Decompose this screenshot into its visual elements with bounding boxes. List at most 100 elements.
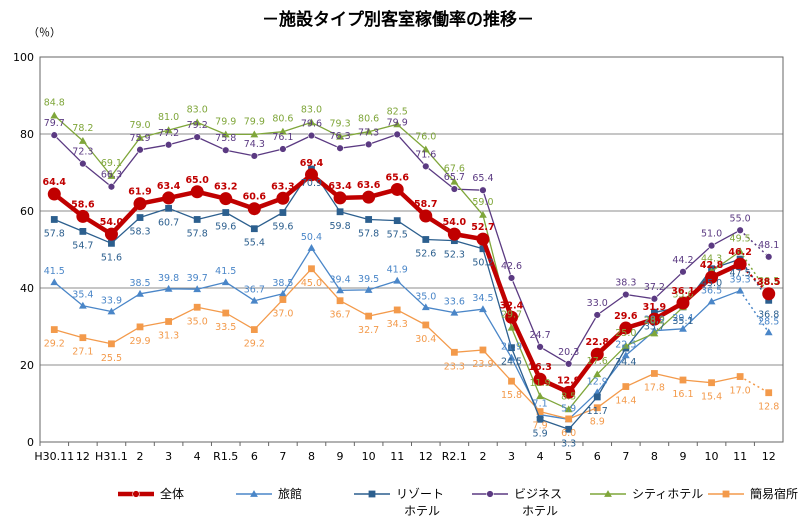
data-point-ryokan (78, 301, 87, 309)
data-point-ryokan (364, 286, 373, 293)
data-point-total (733, 257, 747, 271)
data-point-city (336, 132, 344, 140)
data-point-kanni (736, 373, 744, 380)
data-label-total: 63.6 (357, 180, 381, 191)
data-point-total (219, 192, 233, 206)
data-label-business: 44.2 (672, 255, 693, 266)
data-point-city (107, 172, 116, 179)
x-tick-label: H31.1 (95, 450, 128, 463)
data-point-business (50, 131, 58, 139)
data-point-city (593, 370, 602, 378)
y-tick-label: 100 (13, 51, 34, 64)
data-point-city (564, 405, 573, 413)
data-label-ryokan: 50.4 (301, 232, 322, 243)
data-label-ryokan: 7.1 (533, 399, 548, 410)
data-label-ryokan: 35.0 (415, 291, 436, 302)
legend-label-business: ビジネス (514, 487, 562, 501)
data-point-ryokan (479, 305, 487, 313)
data-point-total (647, 312, 661, 326)
data-point-total (562, 385, 576, 399)
legend-marker-ryokan (250, 490, 258, 497)
data-label-resort: 57.8 (358, 228, 379, 239)
data-point-business (107, 183, 116, 191)
data-label-total: 63.4 (328, 181, 352, 192)
data-point-kanni (250, 326, 258, 333)
x-tick-label: 12 (76, 450, 90, 463)
data-label-kanni: 35.0 (187, 316, 208, 327)
data-label-resort: 45.0 (701, 278, 722, 289)
data-point-city (78, 137, 87, 144)
data-label-ryokan: 35.4 (72, 290, 93, 301)
x-tick-label: 3 (165, 450, 172, 463)
data-point-business (507, 274, 516, 282)
legend-label-line2-resort: ホテル (404, 504, 440, 518)
x-tick-label: 9 (337, 450, 344, 463)
data-point-city (536, 392, 545, 400)
data-label-resort: 24.4 (615, 357, 636, 368)
data-label-business: 65.4 (472, 173, 493, 184)
data-label-total: 29.6 (614, 311, 638, 322)
data-label-resort: 57.5 (387, 230, 408, 241)
data-point-resort (393, 217, 401, 225)
data-point-ryokan (336, 286, 344, 294)
data-point-city (393, 120, 402, 128)
y-tick-label: 20 (20, 359, 34, 372)
data-point-ryokan (107, 307, 116, 315)
data-point-kanni (193, 303, 201, 311)
data-point-resort (193, 216, 201, 223)
data-label-city: 59.0 (472, 197, 493, 208)
data-label-kanni: 34.3 (387, 319, 408, 330)
data-point-city (650, 329, 659, 337)
data-label-resort: 52.3 (444, 250, 465, 261)
data-label-total: 58.6 (71, 199, 95, 210)
data-label-kanni: 23.9 (472, 359, 493, 370)
data-point-kanni (593, 404, 601, 412)
data-point-business (393, 130, 401, 139)
data-point-business (279, 145, 287, 153)
data-point-business (622, 290, 630, 299)
x-tick-label: 5 (565, 450, 572, 463)
data-label-ryokan: 39.4 (329, 274, 350, 285)
data-point-total (304, 168, 318, 182)
legend-marker-kanni (722, 490, 730, 498)
data-label-business: 76.1 (272, 132, 293, 143)
data-point-city (50, 111, 59, 119)
data-label-kanni: 33.5 (215, 322, 236, 333)
data-label-city: 83.0 (187, 104, 208, 115)
data-point-business (364, 140, 373, 149)
data-label-total: 38.5 (757, 277, 780, 288)
x-tick-label: 3 (508, 450, 515, 463)
data-label-business: 74.3 (244, 139, 265, 150)
y-axis-unit-label: （％） (28, 26, 61, 39)
series-projection-total (739, 263, 770, 295)
data-label-resort: 59.8 (329, 221, 350, 232)
data-label-city: 49.5 (730, 233, 751, 244)
legend-label-ryokan: 旅館 (278, 486, 302, 501)
data-label-resort: 59.6 (272, 222, 293, 233)
data-point-total (676, 296, 690, 310)
data-label-total: 69.4 (300, 158, 324, 169)
data-point-ryokan (736, 286, 745, 294)
data-point-ryokan (136, 289, 144, 297)
data-label-city: 80.6 (272, 114, 293, 125)
data-label-kanni: 17.8 (644, 382, 665, 393)
x-tick-label: 2 (479, 450, 486, 463)
data-label-resort: 59.6 (215, 222, 236, 233)
data-labels: 41.5 35.4 33.9 38.5 39.8 39.7 41.5 36.7 38.5 50.4… (43, 98, 781, 450)
data-point-city (278, 127, 287, 135)
data-point-business (307, 131, 316, 140)
data-label-kanni: 37.0 (272, 309, 293, 320)
data-label-total: 46.2 (728, 247, 751, 258)
data-point-business (765, 253, 773, 261)
data-label-total: 64.4 (43, 177, 67, 188)
data-label-business: 48.1 (758, 240, 779, 251)
data-point-city (250, 130, 259, 138)
data-point-kanni (651, 370, 658, 377)
data-label-resort: 60.7 (158, 217, 179, 228)
data-point-business (136, 146, 144, 154)
data-point-city (507, 323, 516, 331)
data-point-kanni (565, 415, 573, 423)
data-label-total: 58.7 (414, 199, 437, 210)
x-tick-label: 12 (762, 450, 776, 463)
